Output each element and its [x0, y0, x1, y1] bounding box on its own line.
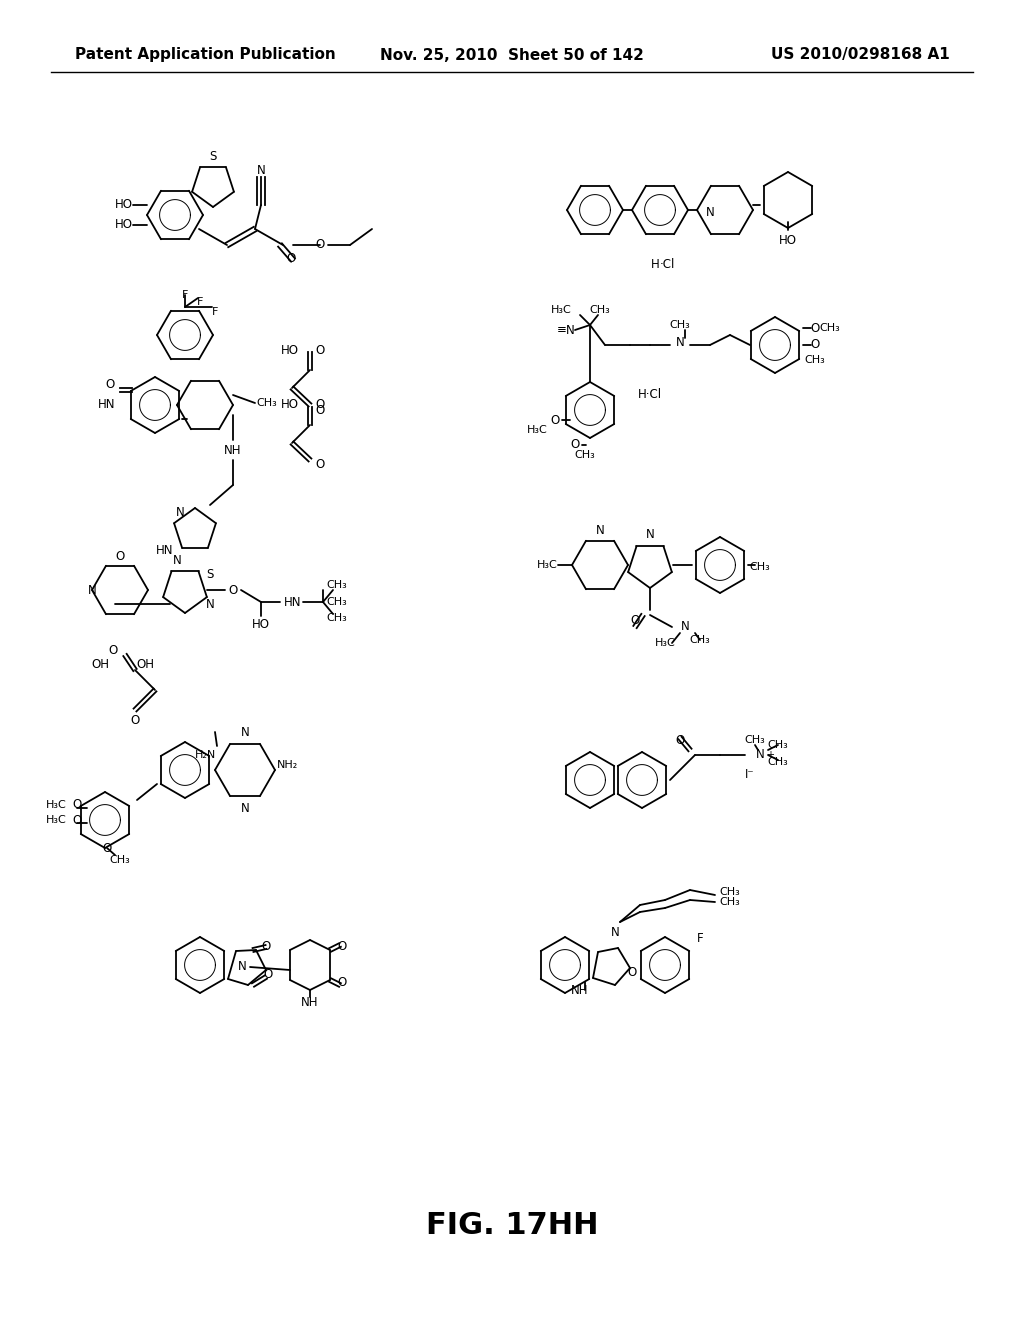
Text: HN: HN [97, 399, 115, 412]
Text: US 2010/0298168 A1: US 2010/0298168 A1 [771, 48, 950, 62]
Text: H₃C: H₃C [654, 638, 676, 648]
Text: O: O [337, 977, 347, 990]
Text: N: N [681, 620, 689, 634]
Text: Nov. 25, 2010  Sheet 50 of 142: Nov. 25, 2010 Sheet 50 of 142 [380, 48, 644, 62]
Text: CH₃: CH₃ [720, 898, 740, 907]
Text: CH₃: CH₃ [744, 735, 765, 744]
Text: H₃C: H₃C [46, 814, 67, 825]
Text: O: O [550, 413, 560, 426]
Text: O: O [676, 734, 685, 747]
Text: OH: OH [136, 659, 154, 672]
Text: F: F [197, 297, 203, 308]
Text: N: N [88, 583, 96, 597]
Text: H₃C: H₃C [46, 800, 67, 810]
Text: N: N [706, 206, 715, 219]
Text: N: N [257, 164, 265, 177]
Text: O: O [105, 379, 115, 392]
Text: CH₃: CH₃ [720, 887, 740, 898]
Text: CH₃: CH₃ [327, 612, 347, 623]
Text: O: O [116, 550, 125, 564]
Text: N: N [645, 528, 654, 541]
Text: FIG. 17HH: FIG. 17HH [426, 1210, 598, 1239]
Text: ·Cl: ·Cl [659, 259, 675, 272]
Text: H: H [650, 259, 659, 272]
Text: +: + [766, 750, 774, 760]
Text: O: O [315, 399, 325, 412]
Text: N: N [756, 748, 764, 762]
Text: O: O [628, 965, 637, 978]
Text: CH₃: CH₃ [750, 562, 770, 572]
Text: HO: HO [281, 399, 299, 412]
Text: H₃C: H₃C [538, 560, 558, 570]
Text: CH₃: CH₃ [805, 355, 825, 366]
Text: O: O [810, 322, 819, 334]
Text: N: N [206, 598, 214, 611]
Text: CH₃: CH₃ [768, 741, 788, 750]
Text: HN: HN [157, 544, 174, 557]
Text: CH₃: CH₃ [327, 597, 347, 607]
Text: CH₃: CH₃ [689, 635, 711, 645]
Text: O: O [315, 239, 325, 252]
Text: HO: HO [252, 619, 270, 631]
Text: H₃C: H₃C [551, 305, 572, 315]
Text: O: O [73, 799, 82, 812]
Text: N: N [596, 524, 604, 536]
Text: HO: HO [115, 219, 133, 231]
Text: H·Cl: H·Cl [638, 388, 663, 401]
Text: O: O [631, 614, 640, 627]
Text: N: N [238, 961, 247, 974]
Text: NH: NH [224, 444, 242, 457]
Text: O: O [570, 438, 580, 451]
Text: S: S [209, 150, 217, 164]
Text: OH: OH [91, 659, 109, 672]
Text: CH₃: CH₃ [257, 399, 278, 408]
Text: N: N [241, 726, 250, 738]
Text: H₃C: H₃C [527, 425, 548, 436]
Text: NH: NH [571, 983, 589, 997]
Text: I⁻: I⁻ [745, 768, 755, 781]
Text: N: N [676, 335, 684, 348]
Text: H₂N: H₂N [195, 750, 216, 760]
Text: O: O [315, 404, 325, 417]
Text: CH₃: CH₃ [768, 756, 788, 767]
Text: O: O [109, 644, 118, 656]
Text: O: O [102, 842, 112, 854]
Text: O: O [130, 714, 139, 726]
Text: CH₃: CH₃ [590, 305, 610, 315]
Text: HO: HO [281, 343, 299, 356]
Text: HN: HN [285, 595, 302, 609]
Text: HO: HO [115, 198, 133, 211]
Text: N: N [610, 925, 620, 939]
Text: CH₃: CH₃ [819, 323, 841, 333]
Text: O: O [228, 583, 238, 597]
Text: O: O [287, 252, 296, 265]
Text: O: O [315, 343, 325, 356]
Text: CH₃: CH₃ [574, 450, 595, 459]
Text: S: S [206, 569, 214, 582]
Text: N: N [565, 323, 574, 337]
Text: N: N [176, 507, 184, 520]
Text: ≡: ≡ [557, 323, 567, 337]
Text: F: F [182, 290, 188, 300]
Text: O: O [337, 940, 347, 953]
Text: O: O [263, 969, 272, 982]
Text: Patent Application Publication: Patent Application Publication [75, 48, 336, 62]
Text: NH: NH [301, 997, 318, 1010]
Text: N: N [241, 801, 250, 814]
Text: N: N [173, 553, 181, 566]
Text: F: F [212, 308, 218, 317]
Text: CH₃: CH₃ [670, 319, 690, 330]
Text: F: F [696, 932, 703, 945]
Text: O: O [315, 458, 325, 471]
Text: HO: HO [779, 234, 797, 247]
Text: CH₃: CH₃ [110, 855, 130, 865]
Text: O: O [261, 940, 270, 953]
Text: CH₃: CH₃ [327, 579, 347, 590]
Text: O: O [810, 338, 819, 351]
Text: O: O [73, 813, 82, 826]
Text: NH₂: NH₂ [276, 760, 298, 770]
